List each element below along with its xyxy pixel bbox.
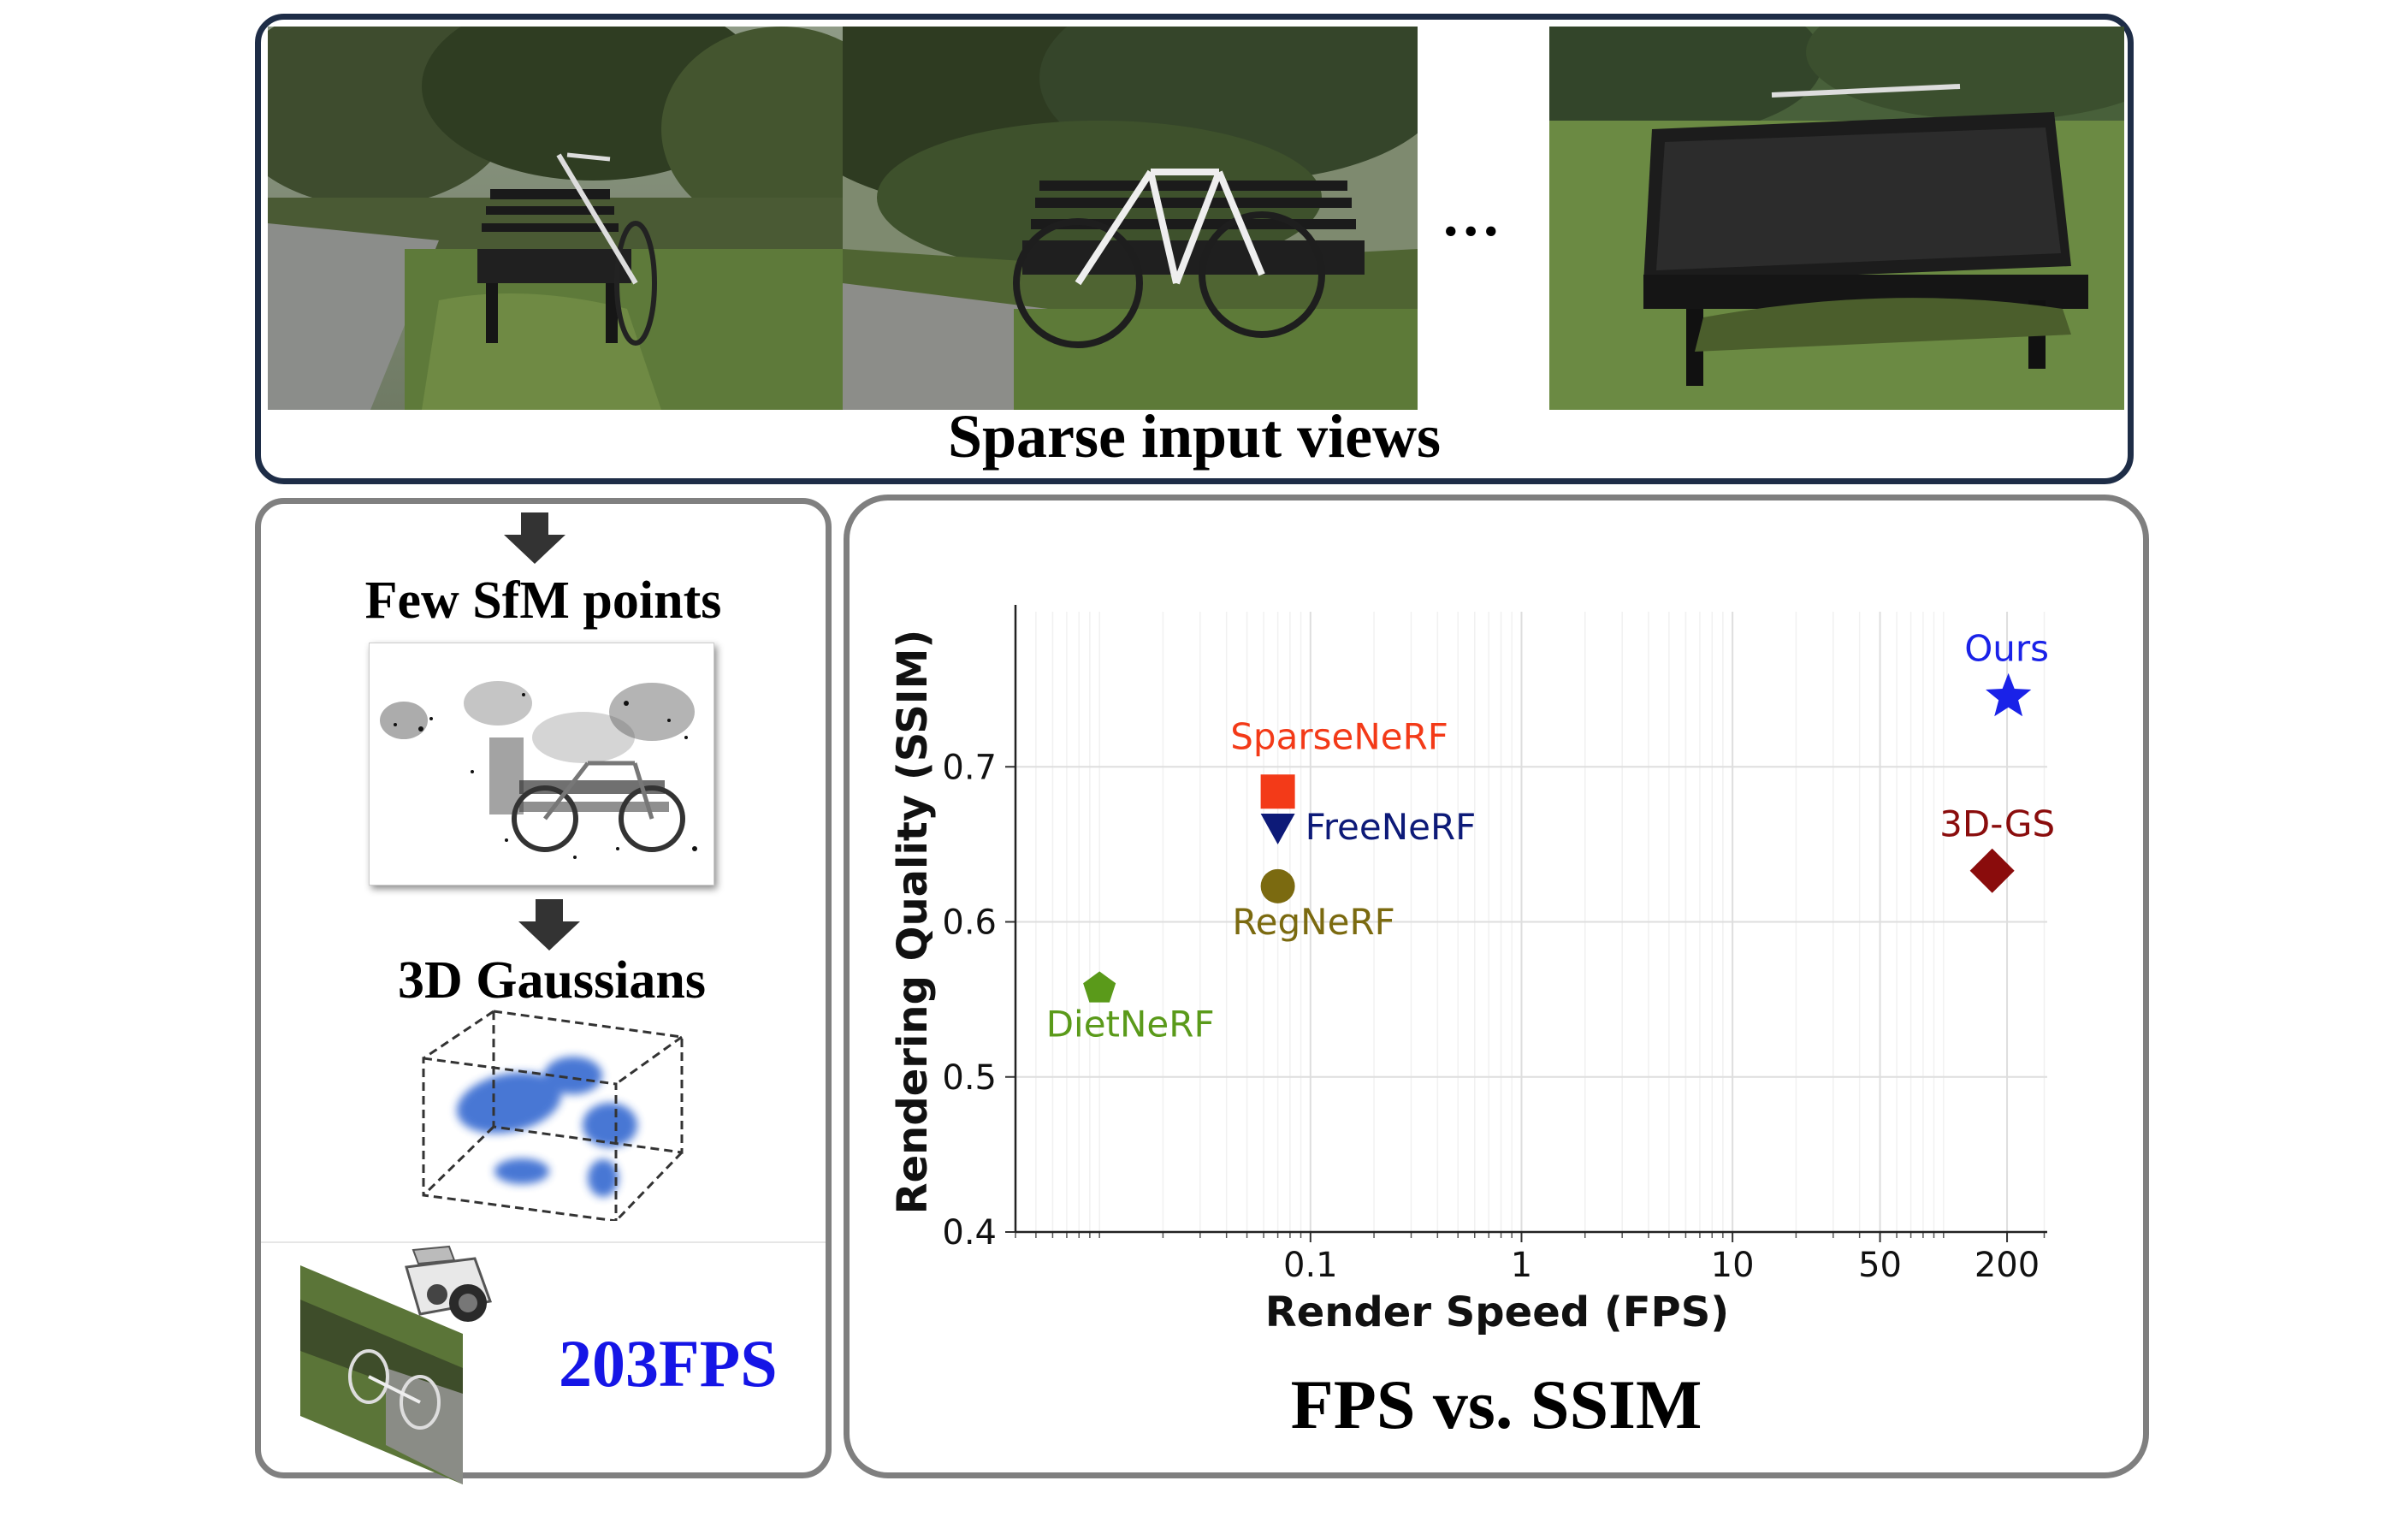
x-tick-label: 1	[1511, 1246, 1532, 1285]
regnerf-label: RegNeRF	[1232, 901, 1394, 943]
fps-vs-ssim-caption: FPS vs. SSIM	[1290, 1365, 1702, 1443]
ours-marker	[1986, 672, 2032, 717]
fps-vs-ssim-chart: 0.1 1 10 50 200 0.4 0.5 0.6 0.7 Render Speed (FPS…	[889, 605, 2055, 1336]
x-tick-label: 200	[1975, 1246, 2040, 1285]
fps-vs-ssim-panel: 0.1 1 10 50 200 0.4 0.5 0.6 0.7 Render Speed (FPS…	[844, 495, 2149, 1478]
sfm-point-cloud-image	[369, 643, 714, 886]
y-tick-label: 0.7	[942, 748, 997, 787]
sparsenerf-marker	[1260, 774, 1295, 809]
x-tick-label: 10	[1711, 1246, 1755, 1285]
input-view-2-image	[843, 27, 1418, 410]
rendered-view-image	[300, 1265, 463, 1484]
sparsenerf-label: SparseNeRF	[1230, 715, 1448, 757]
x-tick-label: 50	[1858, 1246, 1902, 1285]
x-axis-label: Render Speed (FPS)	[1265, 1288, 1730, 1336]
dietnerf-marker	[1083, 971, 1116, 1003]
y-tick-label: 0.4	[942, 1213, 997, 1253]
x-tick-label: 0.1	[1283, 1246, 1338, 1285]
y-tick-label: 0.5	[942, 1058, 997, 1098]
input-view-3-image	[1549, 27, 2124, 410]
regnerf-marker	[1260, 868, 1295, 903]
pipeline-panel: Few SfM points	[255, 498, 832, 1484]
3d-gs-label: 3D-GS	[1939, 803, 2055, 845]
3d-gs-marker	[1969, 848, 2015, 893]
3d-gaussians-label: 3D Gaussians	[397, 951, 707, 1010]
down-arrow-icon	[504, 512, 565, 564]
ours-label: Ours	[1964, 628, 2049, 670]
more-views-ellipsis: ...	[1443, 183, 1504, 249]
fps-value: 203FPS	[559, 1326, 778, 1401]
sparse-input-views-caption: Sparse input views	[947, 402, 1442, 471]
freenerf-marker	[1260, 813, 1295, 844]
y-axis-label: Rendering Quality (SSIM)	[889, 630, 937, 1215]
input-view-1-image	[268, 27, 843, 410]
section-divider	[261, 1241, 826, 1243]
dietnerf-label: DietNeRF	[1046, 1003, 1215, 1045]
camera-icon	[405, 1245, 493, 1322]
few-sfm-points-label: Few SfM points	[364, 572, 722, 630]
3d-gaussians-box-illustration	[422, 1010, 684, 1221]
down-arrow-icon	[518, 899, 580, 951]
y-tick-label: 0.6	[942, 903, 997, 943]
sparse-input-views-panel: ... Sparse input views	[255, 14, 2134, 484]
freenerf-label: FreeNeRF	[1306, 806, 1477, 848]
